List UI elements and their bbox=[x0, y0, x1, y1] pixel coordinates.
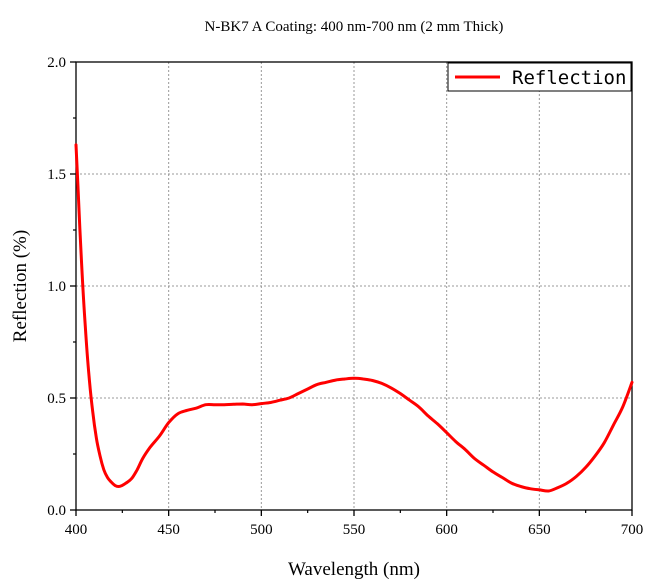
chart-title: N-BK7 A Coating: 400 nm-700 nm (2 mm Thi… bbox=[205, 19, 504, 35]
y-tick-label: 2.0 bbox=[47, 55, 66, 71]
x-tick-label: 700 bbox=[621, 522, 644, 538]
x-axis-label: Wavelength (nm) bbox=[288, 559, 420, 580]
axis-ticks bbox=[70, 61, 633, 516]
x-tick-label: 450 bbox=[157, 522, 180, 538]
y-tick-label: 1.0 bbox=[47, 279, 66, 295]
x-tick-label: 550 bbox=[343, 522, 366, 538]
y-tick-label: 0.5 bbox=[47, 391, 66, 407]
legend-label: Reflection bbox=[512, 67, 626, 89]
x-tick-label: 600 bbox=[435, 522, 458, 538]
y-tick-labels: 0.0 0.5 1.0 1.5 2.0 bbox=[47, 55, 66, 519]
series-line-reflection bbox=[74, 143, 634, 493]
x-tick-label: 500 bbox=[250, 522, 273, 538]
x-tick-label: 650 bbox=[528, 522, 551, 538]
x-tick-labels: 400 450 500 550 600 650 700 bbox=[65, 522, 644, 538]
grid-lines bbox=[76, 62, 632, 510]
legend: Reflection bbox=[447, 62, 632, 92]
x-tick-label: 400 bbox=[65, 522, 88, 538]
y-axis-label: Reflection (%) bbox=[10, 230, 31, 342]
y-tick-label: 0.0 bbox=[47, 503, 66, 519]
y-tick-label: 1.5 bbox=[47, 167, 66, 183]
